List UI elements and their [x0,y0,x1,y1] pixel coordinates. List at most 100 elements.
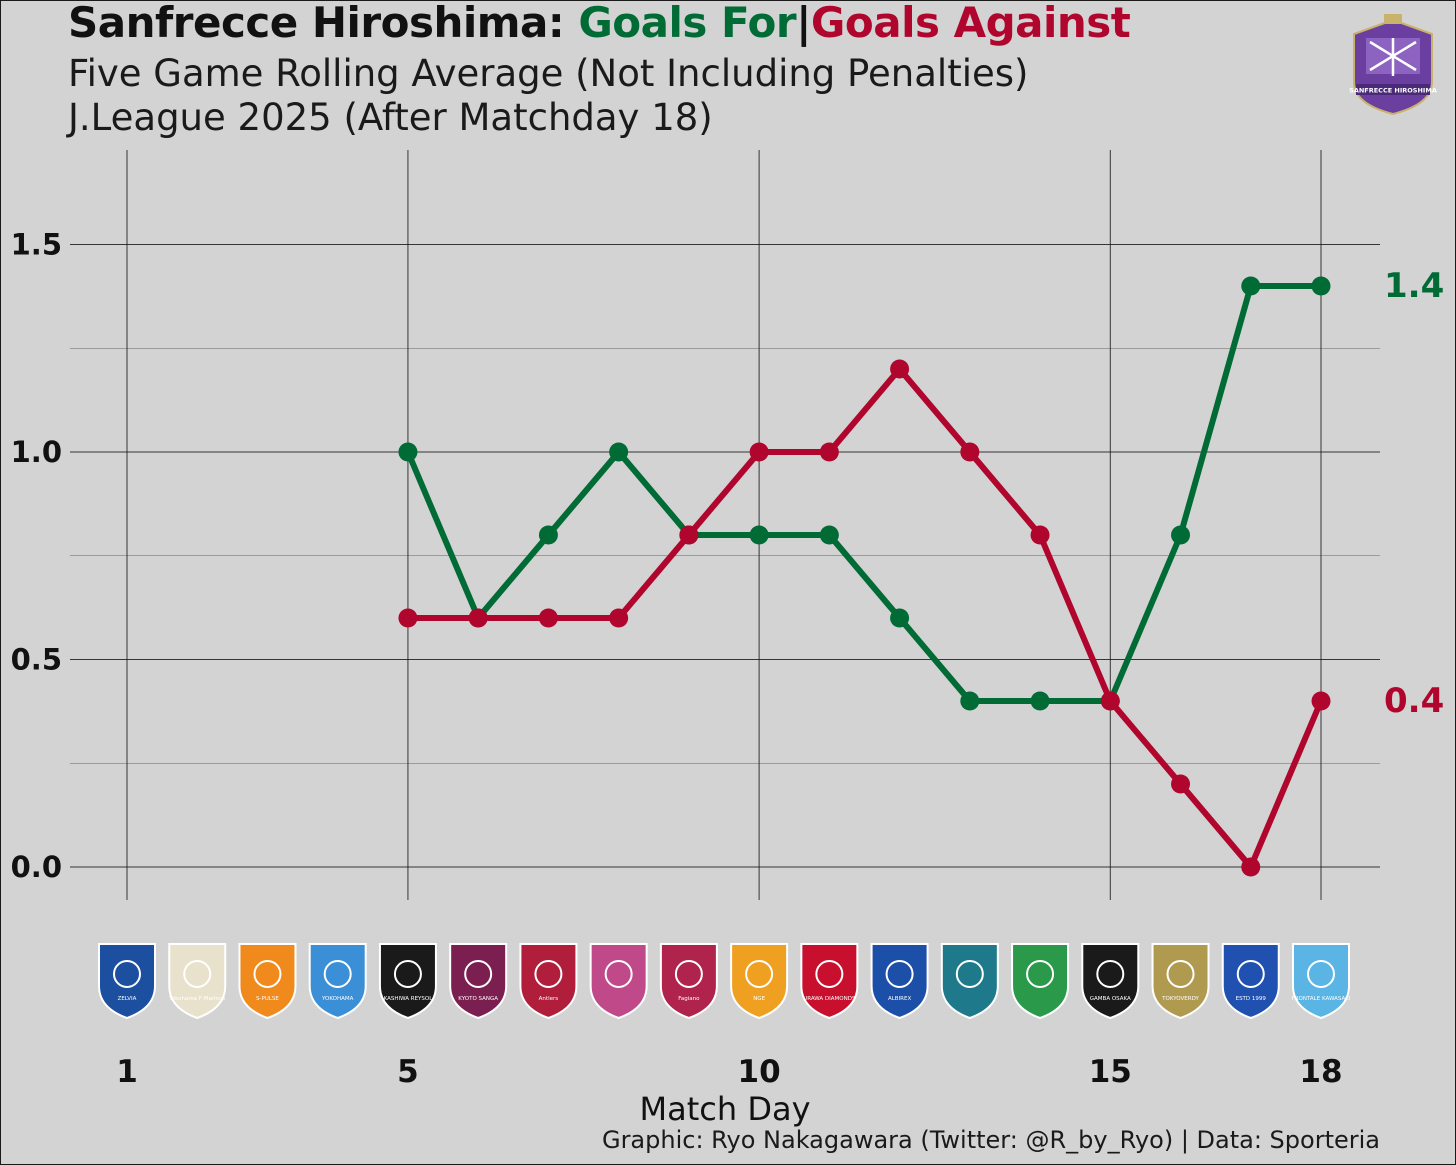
crest-emblem [1026,960,1055,988]
x-tick-label: 15 [1089,1054,1132,1090]
series-line-goals-for [404,283,1324,704]
crest-shield [730,943,789,1020]
crest-shield [1011,943,1070,1020]
title-goals-for: Goals For [578,0,797,47]
crest-shield [519,943,578,1020]
crest-label: ALBIREX [888,996,912,1002]
crest-emblem [534,960,563,988]
crest-label: Antlers [539,996,559,1002]
gamba-osaka-crest-icon: GAMBA OSAKA [1081,943,1140,1020]
crest-shield [1292,943,1350,1020]
crest-emblem [745,960,774,988]
data-point [1241,276,1261,296]
x-tick-label: 18 [1299,1054,1342,1090]
crest-label: KASHIWA REYSOL [384,996,434,1002]
crest-shield [940,943,999,1020]
albirex-niigata-crest-icon: ALBIREX [870,943,929,1020]
series-end-label: 1.4 [1384,266,1444,306]
crest-shield [238,943,297,1020]
cerezo-osaka-crest-icon [589,943,648,1020]
crest-label: KYOTO SANGA [458,996,498,1002]
data-point [1311,276,1331,296]
series-line-goals-against [404,366,1324,870]
title-separator: | [796,0,811,47]
data-point [1030,525,1050,545]
crest-label: Yokohama F·Marinos [168,996,225,1002]
crest-emblem [885,960,914,988]
avispa-fukuoka-crest-icon [940,943,999,1020]
data-point [398,608,418,628]
fagiano-okayama-crest-icon: Fagiano [659,943,718,1020]
chart-title: Sanfrecce Hiroshima: Goals For|Goals Aga… [68,0,1131,47]
crest-emblem [955,960,984,988]
shonan-bellmare-crest-icon [1011,943,1070,1020]
urawa-reds-crest-icon: URAWA DIAMONDS [800,943,859,1020]
crest-emblem [113,960,141,988]
data-point [749,525,769,545]
chart-subtitle-1: Five Game Rolling Average (Not Including… [68,52,1029,95]
nagoya-grampus-crest-icon: NGE [730,943,789,1020]
yokohama-f-marinos-crest-icon: Yokohama F·Marinos [168,943,227,1020]
data-point [960,442,980,462]
data-point [1100,691,1120,711]
data-point [960,691,980,711]
y-tick-label: 1.0 [11,435,62,469]
crest-emblem [1166,960,1195,988]
crest-emblem [464,960,493,988]
crest-label: Fagiano [678,996,700,1002]
kawasaki-frontale-crest-icon: FRONTALE KAWASAKI [1292,943,1351,1020]
kashima-antlers-crest-icon: Antlers [519,943,578,1020]
data-point [1030,691,1050,711]
data-point [609,608,629,628]
crest-emblem [253,960,282,988]
crest-label: TOKYOVERDY [1161,996,1199,1002]
data-point [538,525,558,545]
x-tick-label: 5 [397,1054,419,1090]
y-tick-label: 0.0 [11,850,62,884]
crest-emblem [604,960,633,988]
tokyo-verdy-crest-icon: TOKYOVERDY [1151,943,1210,1020]
crest-shield [1221,943,1280,1020]
crest-label: ZELVIA [118,996,137,1002]
crest-emblem [1307,960,1335,988]
data-point [1171,774,1191,794]
x-tick-label: 1 [116,1054,138,1090]
y-tick-label: 0.5 [11,643,62,677]
x-axis-title: Match Day [640,1090,811,1128]
crest-label: ESTD 1999 [1236,996,1267,1002]
crest-label: S-PULSE [256,996,279,1002]
crest-shield [589,943,648,1020]
zelvia-crest-icon: ZELVIA [98,943,156,1020]
data-point [468,608,488,628]
fc-tokyo-crest-icon: ESTD 1999 [1221,943,1280,1020]
crest-shield [98,943,156,1020]
crest-label: FRONTALE KAWASAKI [1292,996,1351,1002]
crest-emblem [183,960,212,988]
chart-caption: Graphic: Ryo Nakagawara (Twitter: @R_by_… [601,1126,1380,1154]
crest-shield [308,943,367,1020]
kashiwa-reysol-crest-icon: KASHIWA REYSOL [378,943,437,1020]
kyoto-sanga-crest-icon: KYOTO SANGA [449,943,508,1020]
shimizu-s-pulse-crest-icon: S-PULSE [238,943,297,1020]
crest-shield [1081,943,1140,1020]
data-point [890,359,910,379]
crest-emblem [674,960,703,988]
data-point [819,442,839,462]
crest-emblem [393,960,422,988]
data-point [890,608,910,628]
title-goals-against: Goals Against [810,0,1131,47]
y-tick-label: 1.5 [11,228,62,262]
crest-emblem [1096,960,1125,988]
crest-label: URAWA DIAMONDS [803,996,856,1002]
crest-label: GAMBA OSAKA [1090,996,1131,1002]
data-point [1171,525,1191,545]
yokohama-fc-crest-icon: YOKOHAMA [308,943,367,1020]
x-tick-label: 10 [738,1054,781,1090]
crest-emblem [815,960,844,988]
data-point [1311,691,1331,711]
data-point [1241,857,1261,877]
data-point [538,608,558,628]
sanfrecce-hiroshima-crest-icon: SANFRECCE HIROSHIMA [1349,14,1437,116]
badge-text: SANFRECCE HIROSHIMA [1349,87,1437,95]
